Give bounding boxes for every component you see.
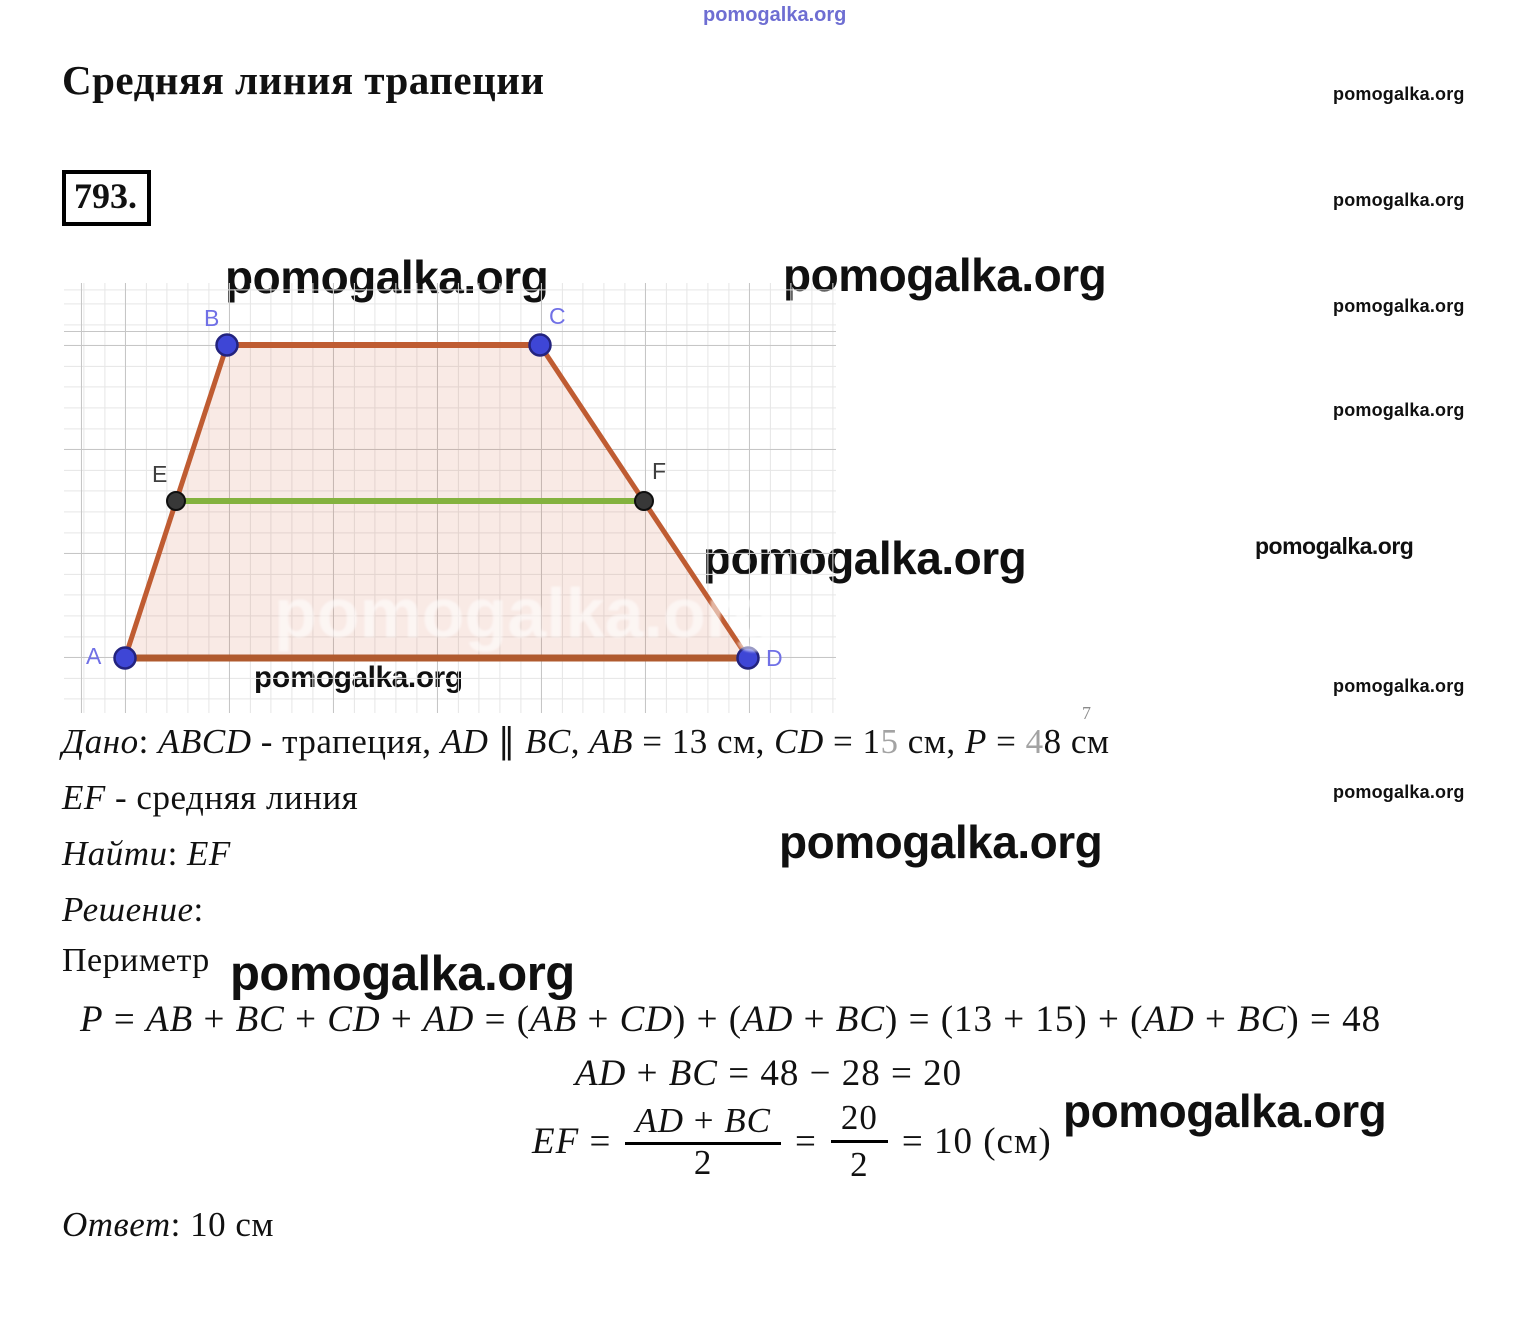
- point-D: [736, 646, 760, 670]
- watermark: pomogalka.org: [779, 816, 1103, 868]
- vertex-label-B: B: [204, 305, 220, 331]
- sum-formula: AD + BC = 48 − 28 = 20: [575, 1053, 963, 1094]
- vertex-label-C: C: [549, 303, 566, 329]
- midline-formula-result: = 10 (см): [901, 1121, 1052, 1162]
- watermark: pomogalka.org: [1333, 296, 1465, 316]
- vertex-label-A: A: [86, 643, 102, 669]
- perimeter-formula: P = AB + BC + CD + AD = (AB + CD) + (AD …: [80, 999, 1382, 1040]
- watermark: pomogalka.org: [1333, 782, 1465, 802]
- point-E: [166, 491, 186, 511]
- ghost-watermark: pomogalka.org: [274, 574, 776, 652]
- point-B: [215, 333, 239, 357]
- watermark: pomogalka.org: [1333, 190, 1465, 210]
- point-F: [634, 491, 654, 511]
- equals-sign: =: [794, 1121, 817, 1162]
- solution-label: Решение:: [62, 890, 204, 929]
- watermark: pomogalka.org: [1255, 533, 1414, 559]
- watermark: pomogalka.org: [1333, 84, 1465, 104]
- artifact-superscript: 7: [1082, 703, 1091, 723]
- watermark: pomogalka.org: [1333, 676, 1465, 696]
- trapezoid-figure: [113, 333, 760, 670]
- midline-formula-lead: EF =: [532, 1121, 612, 1162]
- perimeter-word: Периметр: [62, 942, 210, 979]
- watermark: pomogalka.org: [783, 249, 1107, 301]
- problem-number-badge: 793.: [62, 170, 151, 226]
- fraction-ad-bc-over-2: AD + BC 2: [625, 1100, 781, 1183]
- watermark-top: pomogalka.org: [703, 4, 847, 26]
- watermark: pomogalka.org: [230, 947, 575, 1001]
- fraction-denominator: 2: [850, 1145, 869, 1184]
- vertex-label-F: F: [652, 458, 667, 484]
- watermark: pomogalka.org: [1063, 1085, 1387, 1137]
- watermark: pomogalka.org: [1333, 400, 1465, 420]
- point-A: [113, 646, 137, 670]
- fraction-numerator: 20: [830, 1098, 888, 1143]
- page-title: Средняя линия трапеции: [62, 57, 545, 103]
- fraction-20-over-2: 20 2: [830, 1098, 888, 1185]
- fraction-denominator: 2: [693, 1142, 713, 1182]
- trapezoid-diagram: pomogalka.org B C A D E F: [64, 283, 836, 713]
- fraction-numerator: AD + BC: [625, 1100, 781, 1145]
- given-line: Дано: ABCD - трапеция, AD ∥ BC, AB = 13 …: [62, 722, 1110, 761]
- vertex-label-E: E: [152, 461, 168, 487]
- answer-line: Ответ: 10 см: [62, 1205, 275, 1244]
- find-line: Найти: EF: [62, 834, 231, 873]
- given-midline-line: EF - средняя линия: [62, 778, 359, 817]
- point-C: [528, 333, 552, 357]
- vertex-label-D: D: [766, 645, 783, 671]
- midline-formula: EF = AD + BC 2 = 20 2 = 10 (см): [525, 1098, 1059, 1185]
